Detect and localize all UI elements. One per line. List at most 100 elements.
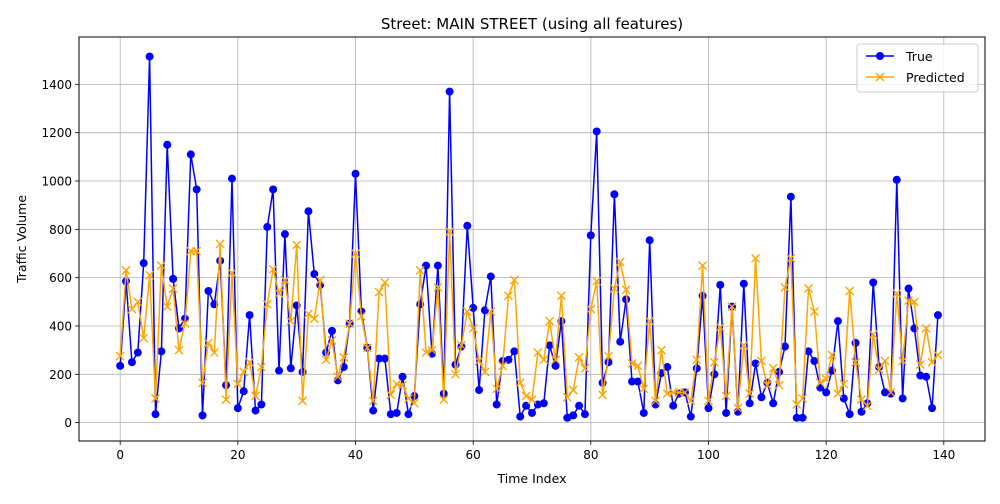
- data-point-true: [445, 87, 454, 96]
- data-point-true: [263, 222, 272, 231]
- data-point-predicted: [539, 355, 549, 365]
- data-point-predicted: [292, 240, 302, 250]
- data-point-predicted: [115, 351, 125, 361]
- data-point-predicted: [680, 387, 690, 397]
- data-point-true: [739, 279, 748, 288]
- data-point-true: [169, 274, 178, 283]
- data-point-true: [686, 412, 695, 421]
- data-point-predicted: [480, 367, 490, 377]
- data-point-predicted: [833, 389, 843, 399]
- data-point-predicted: [709, 357, 719, 367]
- data-point-predicted: [368, 396, 378, 406]
- data-point-true: [516, 412, 525, 421]
- data-point-predicted: [815, 378, 825, 388]
- data-point-predicted: [451, 369, 461, 379]
- data-point-true: [722, 408, 731, 417]
- x-tick-label: 100: [697, 448, 720, 462]
- data-point-true: [269, 185, 278, 194]
- data-point-true: [398, 372, 407, 381]
- data-point-true: [780, 342, 789, 351]
- data-point-predicted: [139, 333, 149, 343]
- data-point-true: [716, 280, 725, 289]
- data-point-predicted: [545, 316, 555, 326]
- data-point-predicted: [886, 387, 896, 397]
- legend-entry-true: True: [866, 49, 933, 64]
- data-point-true: [380, 354, 389, 363]
- data-point-predicted: [580, 363, 590, 373]
- data-point-predicted: [380, 277, 390, 287]
- data-point-predicted: [768, 363, 778, 373]
- data-point-true: [580, 410, 589, 419]
- data-point-predicted: [456, 340, 466, 350]
- data-point-true: [133, 348, 142, 357]
- data-point-predicted: [627, 358, 637, 368]
- data-point-predicted: [633, 361, 643, 371]
- data-point-predicted: [586, 304, 596, 314]
- data-point-true: [551, 361, 560, 370]
- data-point-predicted: [333, 372, 343, 382]
- data-point-predicted: [374, 287, 384, 297]
- data-point-true: [633, 377, 642, 386]
- data-point-predicted: [598, 390, 608, 400]
- data-point-true: [869, 278, 878, 287]
- data-point-predicted: [233, 379, 243, 389]
- data-point-true: [486, 272, 495, 281]
- data-point-predicted: [845, 286, 855, 296]
- data-point-true: [157, 347, 166, 356]
- data-point-true: [198, 411, 207, 420]
- y-tick-label: 200: [49, 368, 72, 382]
- data-point-true: [575, 401, 584, 410]
- data-point-predicted: [745, 389, 755, 399]
- data-point-predicted: [162, 302, 172, 312]
- data-point-true: [933, 311, 942, 320]
- data-point-predicted: [192, 246, 202, 256]
- data-point-true: [116, 361, 125, 370]
- data-point-true: [404, 410, 413, 419]
- data-point-predicted: [739, 340, 749, 350]
- data-point-predicted: [280, 275, 290, 285]
- data-point-predicted: [486, 306, 496, 316]
- data-point-predicted: [315, 275, 325, 285]
- data-point-predicted: [703, 396, 713, 406]
- data-point-predicted: [468, 323, 478, 333]
- data-point-true: [692, 364, 701, 373]
- data-point-predicted: [286, 316, 296, 326]
- data-point-true: [822, 388, 831, 397]
- x-axis-label: Time Index: [497, 471, 567, 486]
- data-point-true: [610, 190, 619, 199]
- data-point-predicted: [933, 350, 943, 360]
- y-tick-label: 400: [49, 319, 72, 333]
- legend-entry-predicted: Predicted: [866, 70, 965, 85]
- data-point-true: [810, 357, 819, 366]
- y-axis-label: Traffic Volume: [14, 195, 29, 284]
- data-point-predicted: [645, 316, 655, 326]
- data-point-predicted: [421, 348, 431, 358]
- data-point-predicted: [692, 355, 702, 365]
- data-point-predicted: [203, 338, 213, 348]
- data-point-predicted: [198, 378, 208, 388]
- data-point-true: [275, 366, 284, 375]
- data-point-predicted: [551, 355, 561, 365]
- data-point-true: [704, 404, 713, 413]
- data-point-true: [845, 410, 854, 419]
- data-point-true: [145, 52, 154, 61]
- data-point-true: [192, 185, 201, 194]
- data-point-true: [892, 175, 901, 184]
- data-point-true: [245, 311, 254, 320]
- data-point-predicted: [798, 393, 808, 403]
- data-point-predicted: [239, 367, 249, 377]
- data-point-true: [492, 400, 501, 409]
- data-point-predicted: [851, 357, 861, 367]
- x-tick-label: 0: [116, 448, 124, 462]
- y-tick-label: 0: [64, 416, 72, 430]
- data-point-predicted: [174, 345, 184, 355]
- data-point-predicted: [751, 253, 761, 263]
- y-tick-label: 1200: [41, 126, 72, 140]
- data-point-predicted: [303, 309, 313, 319]
- data-point-true: [304, 207, 313, 216]
- data-point-true: [251, 406, 260, 415]
- data-point-true: [792, 413, 801, 422]
- legend-label-predicted: Predicted: [906, 70, 965, 85]
